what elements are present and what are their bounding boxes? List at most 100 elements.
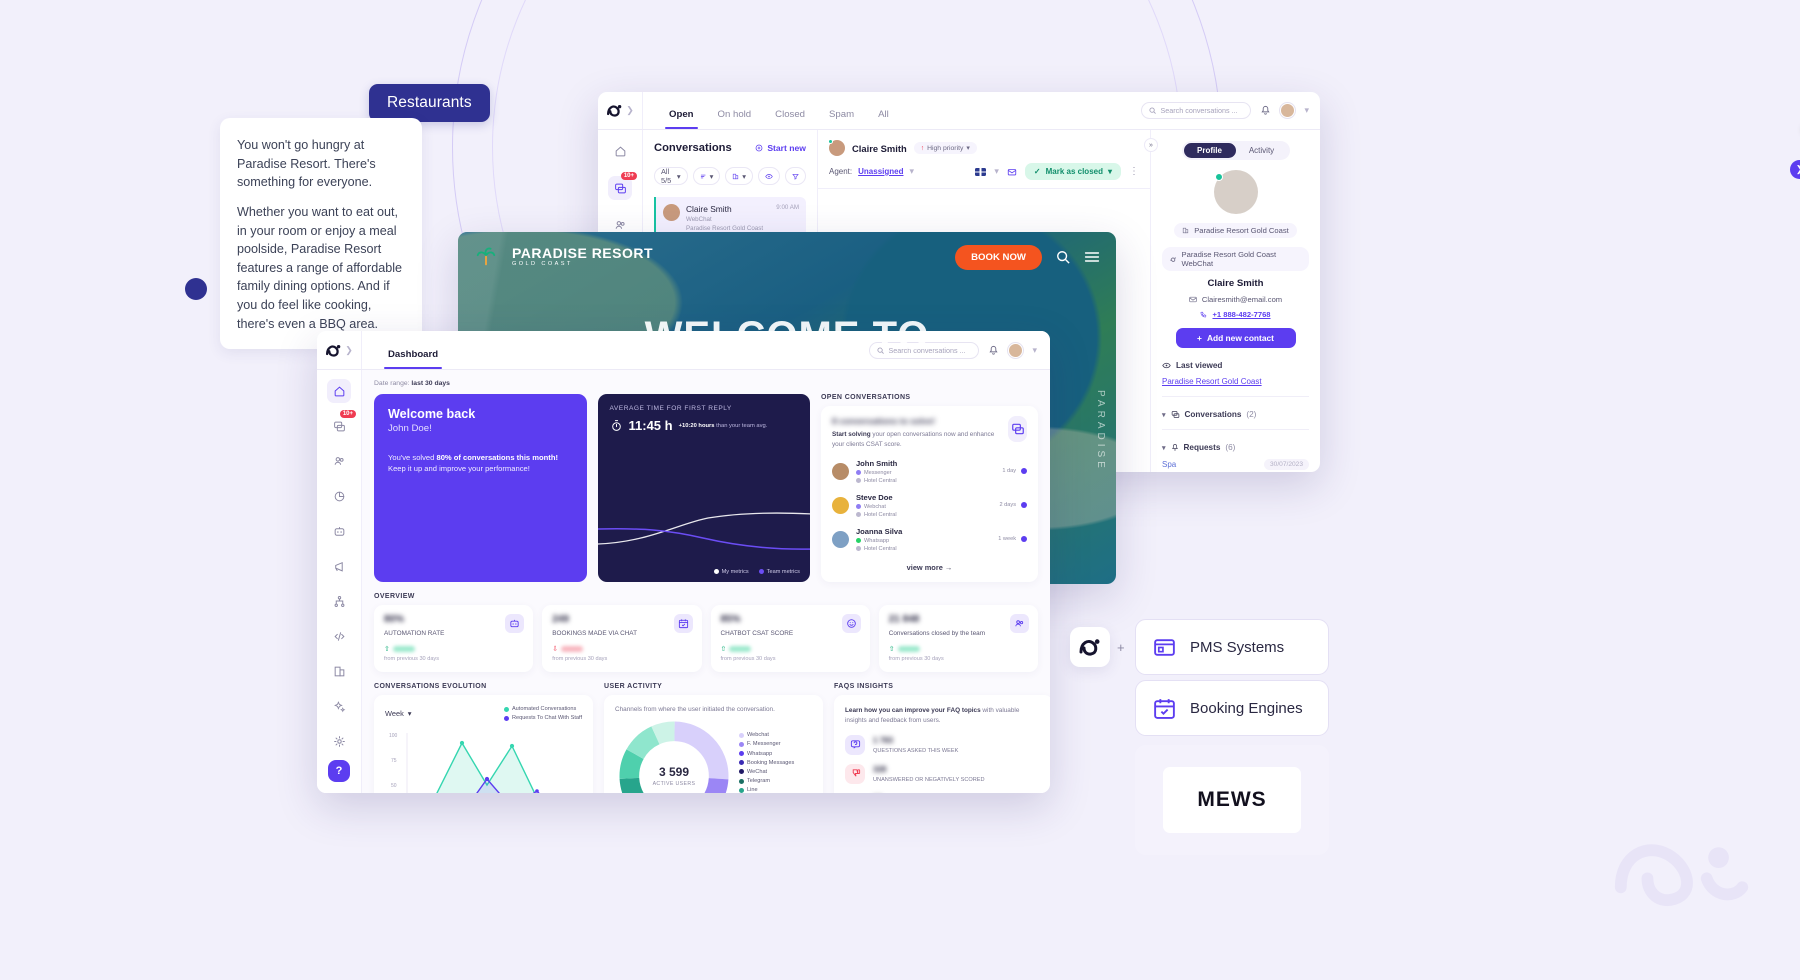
legend-automated: Automated Conversations bbox=[503, 706, 582, 712]
language-chevron-down-icon[interactable]: ▾ bbox=[994, 166, 999, 176]
conversations-section-count: (2) bbox=[1246, 410, 1257, 419]
filter-account[interactable]: ▾ bbox=[725, 167, 753, 185]
tab-activity[interactable]: Activity bbox=[1248, 146, 1275, 155]
sparkles-icon bbox=[333, 700, 345, 712]
dashboard-brand[interactable]: ❯ bbox=[317, 331, 362, 369]
sidebar-item-contacts[interactable] bbox=[327, 449, 351, 473]
sidebar-item-home[interactable] bbox=[608, 139, 632, 163]
tab-on-hold[interactable]: On hold bbox=[717, 109, 752, 120]
request-row[interactable]: Spa 30/07/2023 bbox=[1162, 459, 1309, 470]
search-conversations-input[interactable]: Search conversations ... bbox=[1141, 102, 1252, 119]
sidebar-item-flows[interactable] bbox=[327, 589, 351, 613]
open-conversations-title: OPEN CONVERSATIONS bbox=[820, 394, 911, 401]
start-new-button[interactable]: Start new bbox=[755, 143, 806, 153]
sidebar-item-properties[interactable] bbox=[327, 659, 351, 683]
mail-icon[interactable] bbox=[1007, 167, 1017, 177]
integration-card-booking-engines[interactable]: Booking Engines bbox=[1135, 680, 1329, 736]
resort-logo[interactable]: PARADISE RESORT GOLD COAST bbox=[512, 246, 653, 268]
notifications-bell-icon[interactable] bbox=[1260, 105, 1271, 116]
sidebar-item-campaigns[interactable] bbox=[327, 554, 351, 578]
open-conversation-age-label: 1 day bbox=[1002, 468, 1016, 475]
sidebar-item-analytics[interactable] bbox=[327, 484, 351, 508]
average-reply-time-row: 11:45 h +10:20 hours than your team avg. bbox=[610, 418, 798, 433]
open-conversations-body-rest: your open conversations now and enhance … bbox=[831, 431, 995, 448]
tab-open[interactable]: Open bbox=[665, 109, 697, 130]
inbox-brand[interactable]: ❯ bbox=[598, 92, 643, 129]
hero-next-button[interactable]: ❯ bbox=[1790, 160, 1800, 179]
plus-icon: + bbox=[1117, 640, 1125, 655]
user-avatar[interactable] bbox=[1008, 342, 1024, 358]
more-options-icon[interactable]: ⋮ bbox=[1129, 166, 1139, 177]
sidebar-item-chatbot[interactable] bbox=[327, 519, 351, 543]
integrations-app-logo bbox=[1070, 627, 1110, 667]
priority-selector[interactable]: ↑ High priority ▾ bbox=[913, 142, 977, 154]
arrow-up-icon: ↑ bbox=[920, 144, 925, 152]
request-label: Spa bbox=[1162, 460, 1177, 469]
search-icon[interactable] bbox=[1056, 250, 1070, 264]
conversations-section-header[interactable]: ▾ Conversations (2) bbox=[1162, 410, 1309, 419]
open-conversation-row[interactable]: John Smith Messenger Hotel Central 1 day bbox=[831, 459, 1027, 484]
legend-booking-messages-label: Booking Messages bbox=[747, 759, 795, 766]
profile-channel-label: Paradise Resort Gold Coast WebChat bbox=[1181, 250, 1277, 268]
tab-all[interactable]: All bbox=[878, 109, 889, 120]
tab-profile[interactable]: Profile bbox=[1183, 143, 1236, 158]
add-new-contact-button[interactable]: + Add new contact bbox=[1175, 328, 1296, 348]
integration-card-pms-systems[interactable]: PMS Systems bbox=[1135, 619, 1329, 675]
open-conversations-view-more[interactable]: view more → bbox=[832, 563, 1027, 572]
conversation-thread-panel: Claire Smith ↑ High priority ▾ Agent: Un… bbox=[818, 130, 1150, 472]
stopwatch-icon bbox=[611, 420, 621, 431]
filter-all-count[interactable]: All 5/5 ▾ bbox=[654, 167, 688, 185]
period-selector[interactable]: Week ▾ bbox=[385, 709, 411, 718]
overview-footer: from previous 30 days bbox=[384, 656, 440, 663]
language-flag-icon[interactable] bbox=[975, 167, 987, 176]
last-viewed-value[interactable]: Paradise Resort Gold Coast bbox=[1162, 377, 1262, 386]
requests-section-header[interactable]: ▾ Requests (6) bbox=[1162, 443, 1309, 452]
request-date: 30/07/2023 bbox=[1263, 459, 1309, 470]
people-icon bbox=[615, 220, 625, 229]
overview-card: 85% CHATBOT CSAT SCORE ⇧ from previous 3… bbox=[710, 604, 870, 673]
sidebar-item-settings[interactable] bbox=[327, 729, 351, 753]
filter-visibility[interactable] bbox=[758, 167, 780, 185]
open-conversation-row[interactable]: Joanna Silva Whatsapp Hotel Central 1 we… bbox=[831, 527, 1027, 552]
chevron-down-icon: ▾ bbox=[966, 145, 970, 152]
profile-phone[interactable]: +1 888-482-7768 bbox=[1162, 310, 1309, 319]
mark-as-closed-button[interactable]: ✓ Mark as closed ▾ bbox=[1024, 163, 1121, 180]
profile-channel: Paradise Resort Gold Coast WebChat bbox=[1162, 247, 1309, 271]
search-placeholder-text: Search conversations ... bbox=[1160, 106, 1238, 115]
tab-dashboard[interactable]: Dashboard bbox=[383, 349, 443, 370]
view-more-label: view more bbox=[906, 562, 943, 572]
filter-funnel[interactable] bbox=[785, 167, 806, 185]
open-conversation-row[interactable]: Steve Doe Webchat Hotel Central 2 days bbox=[831, 493, 1027, 518]
search-icon bbox=[877, 346, 885, 354]
tab-closed[interactable]: Closed bbox=[775, 109, 806, 120]
sidebar-item-developers[interactable] bbox=[327, 624, 351, 648]
help-button[interactable]: ? bbox=[328, 760, 350, 782]
open-conversation-channel-label: Whatsapp bbox=[863, 537, 890, 544]
date-range[interactable]: Date range: last 30 days bbox=[374, 380, 1038, 387]
phone-icon bbox=[1201, 311, 1207, 318]
user-menu-chevron-down-icon[interactable]: ▾ bbox=[1032, 344, 1037, 355]
building-icon bbox=[1183, 227, 1189, 234]
open-conversation-account-label: Hotel Central bbox=[863, 545, 897, 552]
collapse-panel-button[interactable]: » bbox=[1144, 138, 1158, 152]
user-avatar[interactable] bbox=[1280, 103, 1296, 118]
sidebar-item-ai[interactable] bbox=[327, 694, 351, 718]
filter-sort[interactable]: ▾ bbox=[692, 167, 721, 185]
tab-spam[interactable]: Spam bbox=[829, 109, 855, 120]
sidebar-item-contacts[interactable] bbox=[608, 213, 632, 237]
agent-value[interactable]: Unassigned bbox=[858, 167, 904, 176]
arrow-up-icon: ⇧ bbox=[720, 646, 727, 654]
dashboard-search-input[interactable]: Search conversations ... bbox=[869, 341, 980, 359]
sidebar-item-conversations[interactable]: 10+ bbox=[608, 172, 637, 200]
profile-email: Clairesmith@email.com bbox=[1162, 295, 1309, 304]
notifications-bell-icon[interactable] bbox=[988, 345, 999, 356]
gear-icon bbox=[333, 735, 345, 747]
sidebar-item-conversations[interactable]: 10+ bbox=[327, 410, 356, 438]
hamburger-menu-icon[interactable] bbox=[1084, 250, 1100, 264]
resort-navbar: PARADISE RESORT GOLD COAST BOOK NOW bbox=[458, 232, 1116, 282]
sidebar-item-home[interactable] bbox=[327, 379, 351, 403]
open-conversations-headline: 8 conversations to solve! bbox=[831, 416, 936, 426]
book-now-button[interactable]: BOOK NOW bbox=[955, 244, 1042, 270]
agent-chevron-down-icon[interactable]: ▾ bbox=[909, 166, 915, 176]
user-menu-chevron-down-icon[interactable]: ▾ bbox=[1304, 105, 1309, 115]
